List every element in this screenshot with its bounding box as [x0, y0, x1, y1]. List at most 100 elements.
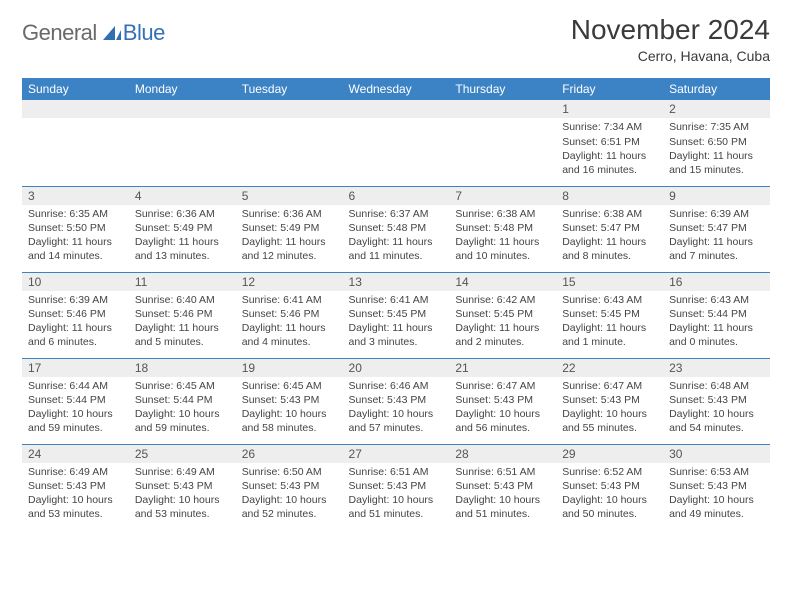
daylight-text: Daylight: 11 hours and 14 minutes.	[28, 235, 123, 263]
calendar-cell	[129, 100, 236, 186]
calendar-week-row: 10Sunrise: 6:39 AMSunset: 5:46 PMDayligh…	[22, 272, 770, 358]
calendar-cell: 14Sunrise: 6:42 AMSunset: 5:45 PMDayligh…	[449, 272, 556, 358]
sail-icon	[101, 24, 123, 42]
cell-body: Sunrise: 6:45 AMSunset: 5:44 PMDaylight:…	[129, 377, 236, 440]
calendar-cell	[449, 100, 556, 186]
calendar-cell: 26Sunrise: 6:50 AMSunset: 5:43 PMDayligh…	[236, 444, 343, 530]
day-number: 19	[236, 359, 343, 377]
daylight-text: Daylight: 10 hours and 53 minutes.	[135, 493, 230, 521]
sunrise-text: Sunrise: 7:35 AM	[669, 120, 764, 134]
sunrise-text: Sunrise: 6:37 AM	[349, 207, 444, 221]
day-number: 30	[663, 445, 770, 463]
day-number: 10	[22, 273, 129, 291]
calendar-cell: 1Sunrise: 7:34 AMSunset: 6:51 PMDaylight…	[556, 100, 663, 186]
sunrise-text: Sunrise: 6:52 AM	[562, 465, 657, 479]
weekday-header: Saturday	[663, 78, 770, 100]
sunrise-text: Sunrise: 6:48 AM	[669, 379, 764, 393]
calendar-cell: 20Sunrise: 6:46 AMSunset: 5:43 PMDayligh…	[343, 358, 450, 444]
day-number: 17	[22, 359, 129, 377]
sunset-text: Sunset: 5:43 PM	[455, 393, 550, 407]
calendar-week-row: 1Sunrise: 7:34 AMSunset: 6:51 PMDaylight…	[22, 100, 770, 186]
daylight-text: Daylight: 11 hours and 0 minutes.	[669, 321, 764, 349]
cell-body: Sunrise: 6:41 AMSunset: 5:45 PMDaylight:…	[343, 291, 450, 354]
day-number: 26	[236, 445, 343, 463]
sunset-text: Sunset: 5:43 PM	[562, 479, 657, 493]
daylight-text: Daylight: 11 hours and 4 minutes.	[242, 321, 337, 349]
sunrise-text: Sunrise: 6:38 AM	[562, 207, 657, 221]
daylight-text: Daylight: 10 hours and 51 minutes.	[349, 493, 444, 521]
daylight-text: Daylight: 10 hours and 51 minutes.	[455, 493, 550, 521]
sunrise-text: Sunrise: 6:43 AM	[669, 293, 764, 307]
cell-body: Sunrise: 6:35 AMSunset: 5:50 PMDaylight:…	[22, 205, 129, 268]
cell-body: Sunrise: 6:49 AMSunset: 5:43 PMDaylight:…	[129, 463, 236, 526]
cell-body: Sunrise: 6:39 AMSunset: 5:46 PMDaylight:…	[22, 291, 129, 354]
daylight-text: Daylight: 10 hours and 59 minutes.	[28, 407, 123, 435]
sunset-text: Sunset: 5:47 PM	[562, 221, 657, 235]
cell-body: Sunrise: 6:37 AMSunset: 5:48 PMDaylight:…	[343, 205, 450, 268]
day-number: 29	[556, 445, 663, 463]
sunset-text: Sunset: 6:51 PM	[562, 135, 657, 149]
calendar-cell: 18Sunrise: 6:45 AMSunset: 5:44 PMDayligh…	[129, 358, 236, 444]
calendar-cell: 30Sunrise: 6:53 AMSunset: 5:43 PMDayligh…	[663, 444, 770, 530]
day-number	[129, 100, 236, 118]
sunset-text: Sunset: 5:48 PM	[349, 221, 444, 235]
day-number	[236, 100, 343, 118]
daylight-text: Daylight: 11 hours and 1 minute.	[562, 321, 657, 349]
calendar-cell: 15Sunrise: 6:43 AMSunset: 5:45 PMDayligh…	[556, 272, 663, 358]
cell-body: Sunrise: 6:46 AMSunset: 5:43 PMDaylight:…	[343, 377, 450, 440]
daylight-text: Daylight: 11 hours and 15 minutes.	[669, 149, 764, 177]
daylight-text: Daylight: 11 hours and 6 minutes.	[28, 321, 123, 349]
calendar-cell	[236, 100, 343, 186]
sunset-text: Sunset: 5:48 PM	[455, 221, 550, 235]
day-number: 27	[343, 445, 450, 463]
sunrise-text: Sunrise: 6:40 AM	[135, 293, 230, 307]
sunrise-text: Sunrise: 6:44 AM	[28, 379, 123, 393]
calendar-week-row: 24Sunrise: 6:49 AMSunset: 5:43 PMDayligh…	[22, 444, 770, 530]
day-number	[449, 100, 556, 118]
day-number: 2	[663, 100, 770, 118]
calendar-cell: 12Sunrise: 6:41 AMSunset: 5:46 PMDayligh…	[236, 272, 343, 358]
sunset-text: Sunset: 5:46 PM	[28, 307, 123, 321]
calendar-cell: 3Sunrise: 6:35 AMSunset: 5:50 PMDaylight…	[22, 186, 129, 272]
daylight-text: Daylight: 10 hours and 50 minutes.	[562, 493, 657, 521]
day-number: 14	[449, 273, 556, 291]
location-subtitle: Cerro, Havana, Cuba	[571, 48, 770, 64]
cell-body: Sunrise: 6:53 AMSunset: 5:43 PMDaylight:…	[663, 463, 770, 526]
sunset-text: Sunset: 5:49 PM	[242, 221, 337, 235]
sunrise-text: Sunrise: 6:53 AM	[669, 465, 764, 479]
daylight-text: Daylight: 11 hours and 11 minutes.	[349, 235, 444, 263]
calendar-page: General Blue November 2024 Cerro, Havana…	[0, 0, 792, 540]
cell-body: Sunrise: 6:39 AMSunset: 5:47 PMDaylight:…	[663, 205, 770, 268]
day-number: 16	[663, 273, 770, 291]
sunrise-text: Sunrise: 6:35 AM	[28, 207, 123, 221]
cell-body: Sunrise: 7:35 AMSunset: 6:50 PMDaylight:…	[663, 118, 770, 181]
page-title: November 2024	[571, 14, 770, 46]
cell-body: Sunrise: 6:36 AMSunset: 5:49 PMDaylight:…	[236, 205, 343, 268]
day-number: 11	[129, 273, 236, 291]
sunset-text: Sunset: 5:43 PM	[562, 393, 657, 407]
day-number: 25	[129, 445, 236, 463]
calendar-cell: 21Sunrise: 6:47 AMSunset: 5:43 PMDayligh…	[449, 358, 556, 444]
day-number	[22, 100, 129, 118]
cell-body: Sunrise: 6:41 AMSunset: 5:46 PMDaylight:…	[236, 291, 343, 354]
daylight-text: Daylight: 10 hours and 58 minutes.	[242, 407, 337, 435]
sunrise-text: Sunrise: 6:43 AM	[562, 293, 657, 307]
day-number: 15	[556, 273, 663, 291]
sunset-text: Sunset: 5:44 PM	[669, 307, 764, 321]
sunset-text: Sunset: 5:47 PM	[669, 221, 764, 235]
weekday-header: Friday	[556, 78, 663, 100]
sunrise-text: Sunrise: 6:41 AM	[242, 293, 337, 307]
header: General Blue November 2024 Cerro, Havana…	[22, 14, 770, 64]
daylight-text: Daylight: 11 hours and 2 minutes.	[455, 321, 550, 349]
daylight-text: Daylight: 11 hours and 10 minutes.	[455, 235, 550, 263]
daylight-text: Daylight: 10 hours and 56 minutes.	[455, 407, 550, 435]
sunrise-text: Sunrise: 6:50 AM	[242, 465, 337, 479]
cell-body: Sunrise: 6:51 AMSunset: 5:43 PMDaylight:…	[343, 463, 450, 526]
sunrise-text: Sunrise: 6:49 AM	[135, 465, 230, 479]
day-number: 6	[343, 187, 450, 205]
daylight-text: Daylight: 11 hours and 13 minutes.	[135, 235, 230, 263]
sunset-text: Sunset: 5:43 PM	[349, 479, 444, 493]
cell-body: Sunrise: 6:44 AMSunset: 5:44 PMDaylight:…	[22, 377, 129, 440]
calendar-cell: 23Sunrise: 6:48 AMSunset: 5:43 PMDayligh…	[663, 358, 770, 444]
daylight-text: Daylight: 10 hours and 54 minutes.	[669, 407, 764, 435]
